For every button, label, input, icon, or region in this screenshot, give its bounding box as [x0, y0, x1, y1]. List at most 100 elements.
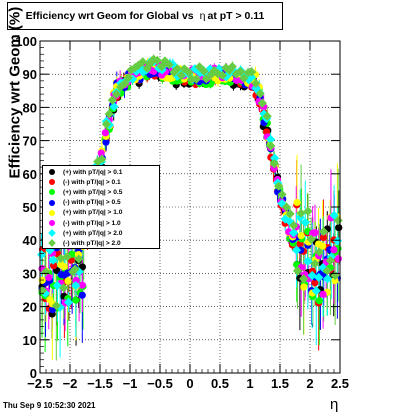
- x-tick-label: −1: [123, 376, 138, 391]
- data-point: [120, 78, 130, 89]
- data-point: [123, 73, 133, 83]
- legend-entry: (-) with pT/|q| > 2.0: [43, 238, 159, 248]
- data-point: [70, 264, 80, 274]
- data-point: [331, 276, 339, 285]
- y-tick-label: 50: [23, 200, 37, 215]
- data-point: [51, 301, 61, 311]
- legend-marker-icon: [47, 228, 57, 238]
- chart-title: Efficiency wrt Geom for Global vs η at p…: [7, 2, 283, 30]
- data-point: [97, 154, 107, 164]
- data-point: [199, 66, 209, 76]
- data-point: [285, 209, 295, 219]
- data-point: [288, 228, 299, 238]
- data-point: [72, 296, 80, 304]
- data-point: [259, 109, 269, 119]
- data-point: [319, 242, 327, 250]
- data-point: [224, 65, 234, 76]
- marker-circle-icon: [49, 179, 55, 186]
- legend-marker-icon: [47, 177, 57, 187]
- data-point: [37, 285, 48, 295]
- data-point: [184, 67, 194, 77]
- data-point: [41, 267, 51, 277]
- legend-entry: (+) with pT/|q| > 0.1: [43, 167, 159, 177]
- data-point: [285, 216, 295, 226]
- data-point: [138, 67, 148, 77]
- data-point: [325, 256, 336, 266]
- legend-label: (+) with pT/|q| > 1.0: [63, 209, 123, 217]
- data-point: [270, 153, 280, 163]
- legend-marker-icon: [47, 218, 57, 228]
- data-point: [318, 226, 329, 237]
- data-point: [152, 55, 162, 66]
- data-point: [71, 281, 81, 291]
- data-point: [186, 74, 197, 85]
- x-tick-label: −0.5: [147, 376, 173, 391]
- data-point: [244, 75, 254, 85]
- legend-entry: (-) with pT/|q| > 0.1: [43, 177, 159, 187]
- x-tick-label: 2: [306, 376, 313, 391]
- data-point: [107, 95, 117, 105]
- data-point: [265, 134, 276, 144]
- data-point: [62, 252, 72, 262]
- data-point: [251, 78, 261, 88]
- legend-marker-icon: [47, 187, 57, 197]
- data-point: [55, 302, 65, 312]
- marker-diamond-icon: [48, 239, 56, 248]
- data-point: [300, 283, 308, 291]
- legend-marker-icon: [47, 198, 57, 208]
- data-point: [53, 249, 62, 258]
- data-point: [45, 273, 53, 282]
- x-tick-label: 0: [186, 376, 193, 391]
- data-point: [101, 129, 109, 137]
- data-point: [36, 249, 47, 260]
- data-point: [128, 74, 138, 84]
- data-point: [292, 266, 303, 276]
- x-tick-label: 2.5: [331, 376, 349, 391]
- x-tick-label: 1.5: [271, 376, 289, 391]
- y-tick-label: 60: [23, 167, 37, 182]
- data-point: [266, 141, 276, 151]
- data-point: [78, 291, 86, 299]
- x-tick-label: 1: [246, 376, 253, 391]
- data-point: [277, 198, 287, 209]
- marker-circle-icon: [49, 220, 55, 227]
- data-point: [310, 259, 320, 269]
- title-suffix: at pT > 0.11: [207, 10, 265, 22]
- data-point: [322, 274, 333, 284]
- data-point: [111, 89, 122, 99]
- data-point: [329, 210, 339, 220]
- data-point: [172, 64, 183, 74]
- data-point: [303, 256, 313, 266]
- data-point: [334, 255, 342, 263]
- legend-label: (-) with pT/|q| > 2.0: [63, 239, 121, 247]
- data-point: [56, 253, 66, 264]
- marker-circle-icon: [49, 169, 55, 176]
- data-point: [314, 247, 324, 257]
- data-point: [255, 89, 265, 99]
- data-point: [138, 57, 148, 67]
- data-point: [319, 290, 327, 298]
- x-tick-label: −1.5: [87, 376, 113, 391]
- data-point: [217, 70, 228, 80]
- marker-circle-icon: [49, 209, 55, 216]
- data-point: [330, 246, 338, 254]
- data-point: [335, 223, 343, 232]
- datestamp: Thu Sep 9 10:52:30 2021: [3, 401, 96, 410]
- data-point: [126, 65, 136, 75]
- marker-diamond-icon: [48, 229, 56, 238]
- data-point: [298, 274, 309, 284]
- data-point: [97, 149, 105, 157]
- data-point: [273, 181, 284, 191]
- legend-label: (-) with pT/|q| > 1.0: [63, 219, 121, 227]
- y-tick-label: 10: [23, 333, 37, 348]
- data-point: [297, 232, 305, 240]
- data-point: [130, 62, 140, 73]
- legend-entry: (+) with pT/|q| > 2.0: [43, 228, 159, 238]
- data-point: [306, 234, 316, 244]
- data-point: [78, 281, 86, 289]
- legend-label: (+) with pT/|q| > 2.0: [63, 229, 123, 237]
- data-point: [262, 111, 272, 121]
- legend-entry: (-) with pT/|q| > 1.0: [43, 218, 159, 228]
- data-point: [102, 138, 110, 146]
- data-point: [277, 189, 287, 200]
